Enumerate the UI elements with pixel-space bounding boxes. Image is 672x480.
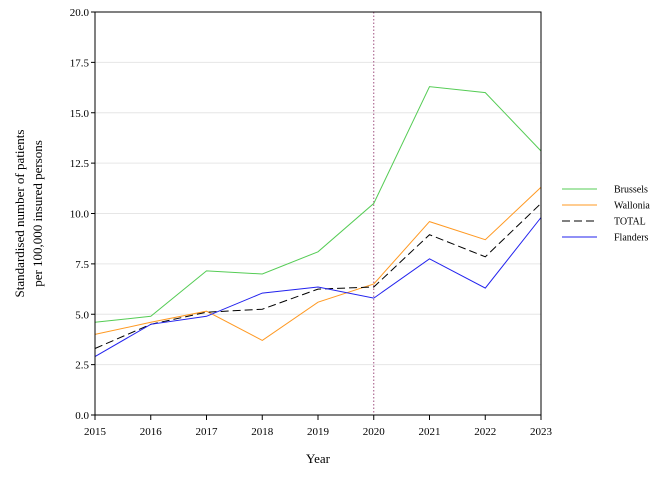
y-axis-title: Standardised number of patients per 100,… <box>12 130 45 298</box>
x-tick-label-2015: 2015 <box>84 426 107 438</box>
y-tick-label-17-5: 17.5 <box>70 57 90 69</box>
series-line-flanders <box>94 217 542 358</box>
series-line-wallonia <box>94 186 542 341</box>
y-tick-label-2-5: 2.5 <box>75 360 89 372</box>
legend: Brussels Wallonia TOTAL Flanders <box>562 185 650 244</box>
legend-label-flanders: Flanders <box>614 233 649 244</box>
y-tick-label-15-0: 15.0 <box>70 108 90 120</box>
y-tick-label-12-5: 12.5 <box>70 158 90 170</box>
series-lines <box>94 86 542 358</box>
legend-label-brussels: Brussels <box>614 185 648 196</box>
x-axis-title: Year <box>306 451 331 466</box>
x-tick-label-2023: 2023 <box>530 426 553 438</box>
series-line-brussels <box>94 86 542 323</box>
x-tick-label-2019: 2019 <box>307 426 330 438</box>
legend-label-wallonia: Wallonia <box>614 201 650 212</box>
y-axis-ticks: 0.0 2.5 5.0 7.5 10.0 12.5 15.0 17.5 20.0 <box>70 7 95 422</box>
y-tick-label-10-0: 10.0 <box>70 209 90 221</box>
y-tick-label-0-0: 0.0 <box>75 410 89 422</box>
x-tick-label-2018: 2018 <box>251 426 274 438</box>
y-tick-label-20-0: 20.0 <box>70 7 90 19</box>
grid-lines <box>95 11 541 366</box>
y-tick-label-5-0: 5.0 <box>75 309 89 321</box>
x-axis-ticks: 2015 2016 2017 2018 2019 2020 2021 2022 2023 <box>84 415 553 438</box>
x-tick-label-2016: 2016 <box>140 426 163 438</box>
x-tick-label-2021: 2021 <box>419 426 441 438</box>
legend-label-total: TOTAL <box>614 217 646 228</box>
x-tick-label-2017: 2017 <box>196 426 219 438</box>
y-axis-title-line-1: Standardised number of patients <box>12 130 27 298</box>
series-line-total <box>94 203 542 349</box>
x-tick-label-2022: 2022 <box>474 426 496 438</box>
y-tick-label-7-5: 7.5 <box>75 259 89 271</box>
y-axis-title-line-2: per 100,000 insured persons <box>30 140 45 287</box>
x-tick-label-2020: 2020 <box>363 426 386 438</box>
